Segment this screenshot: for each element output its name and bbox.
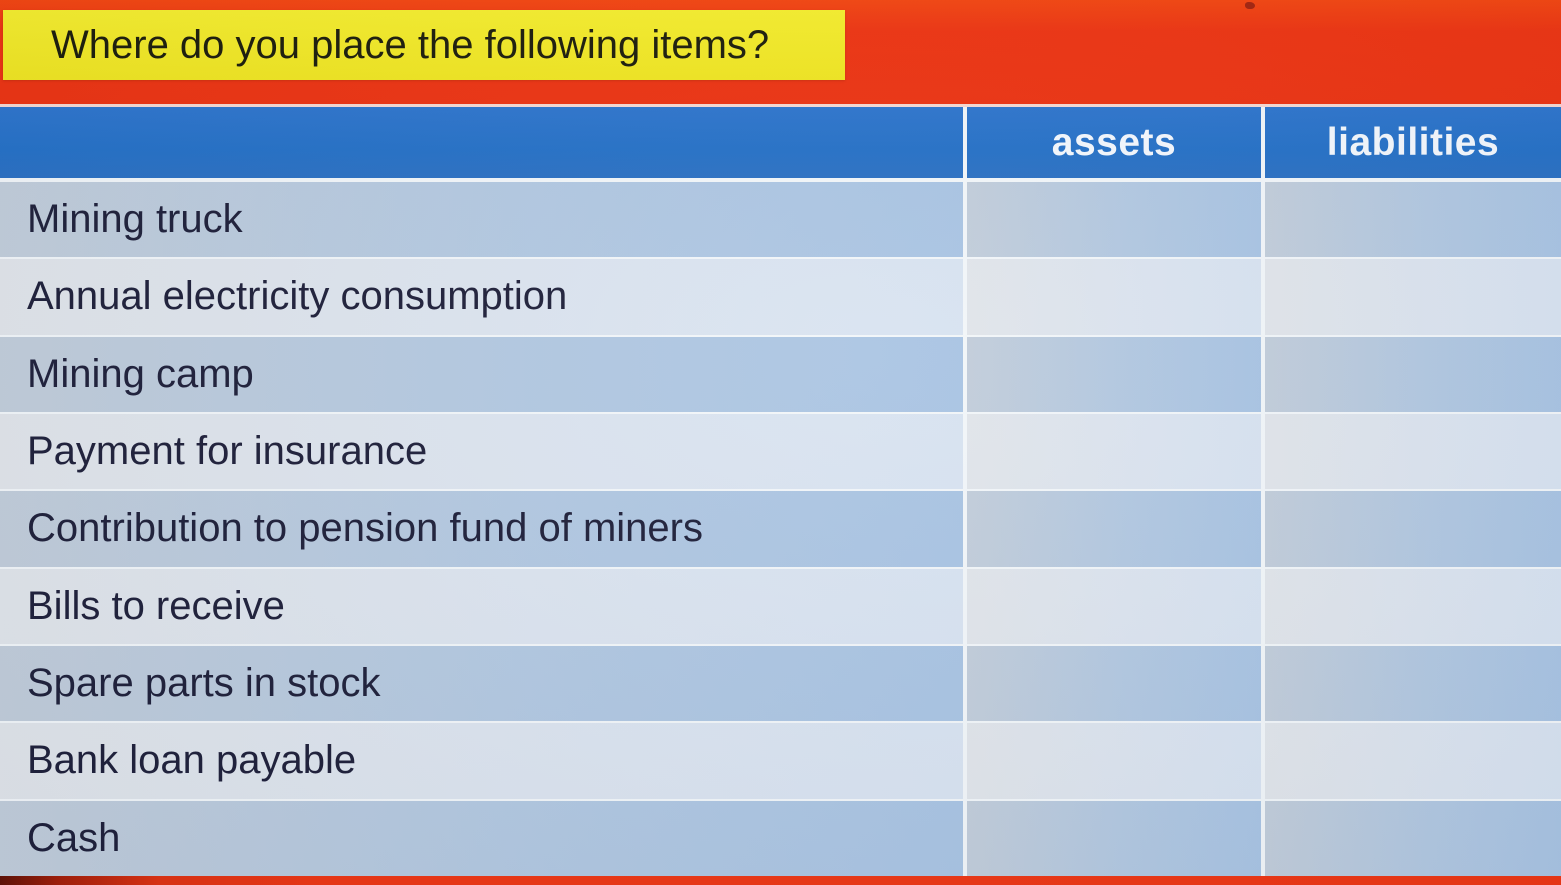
liabilities-answer-cell[interactable] [1265,568,1561,644]
assets-answer-cell[interactable] [967,800,1261,876]
classification-table: assets liabilities Mining truck Annual e… [0,107,1561,876]
table-row: Annual electricity consumption [0,259,1561,335]
item-cell: Mining camp [0,336,963,412]
header-cell-liabilities: liabilities [1265,107,1561,178]
assets-answer-cell[interactable] [967,723,1261,799]
table-row: Contribution to pension fund of miners [0,491,1561,567]
header-cell-assets: assets [967,107,1261,178]
header-label-liabilities: liabilities [1326,120,1500,164]
liabilities-answer-cell[interactable] [1265,259,1561,335]
row-item-label: Payment for insurance [27,429,428,474]
item-cell: Payment for insurance [0,414,963,490]
row-item-label: Mining truck [27,197,243,242]
header-cell-items [0,107,963,178]
liabilities-answer-cell[interactable] [1265,336,1561,412]
table-row: Spare parts in stock [0,646,1561,722]
item-cell: Mining truck [0,182,963,258]
row-item-label: Cash [27,815,121,860]
liabilities-answer-cell[interactable] [1265,182,1561,258]
row-item-label: Contribution to pension fund of miners [27,506,703,551]
item-cell: Bank loan payable [0,723,963,799]
table-row: Mining camp [0,336,1561,412]
title-banner: Where do you place the following items? [0,0,1561,107]
assets-answer-cell[interactable] [967,491,1261,567]
row-item-label: Spare parts in stock [27,661,381,706]
item-cell: Contribution to pension fund of miners [0,491,963,567]
row-item-label: Mining camp [27,351,254,396]
assets-answer-cell[interactable] [967,646,1261,722]
table-header-row: assets liabilities [0,107,1561,178]
item-cell: Annual electricity consumption [0,259,963,335]
row-item-label: Annual electricity consumption [27,274,568,319]
photo-artifact-dot [1245,2,1255,9]
liabilities-answer-cell[interactable] [1265,646,1561,722]
assets-answer-cell[interactable] [967,182,1261,258]
bottom-accent-bar [0,876,1561,885]
table-row: Bank loan payable [0,723,1561,799]
item-cell: Bills to receive [0,568,963,644]
liabilities-answer-cell[interactable] [1265,723,1561,799]
liabilities-answer-cell[interactable] [1265,800,1561,876]
table-row: Cash [0,800,1561,876]
liabilities-answer-cell[interactable] [1265,491,1561,567]
page-title: Where do you place the following items? [51,22,770,67]
header-label-assets: assets [1051,120,1177,164]
item-cell: Cash [0,800,963,876]
liabilities-answer-cell[interactable] [1265,414,1561,490]
assets-answer-cell[interactable] [967,568,1261,644]
row-item-label: Bills to receive [27,583,285,628]
assets-answer-cell[interactable] [967,414,1261,490]
table-body: Mining truck Annual electricity consumpt… [0,182,1561,876]
table-row: Payment for insurance [0,414,1561,490]
title-highlight-box: Where do you place the following items? [3,10,845,80]
row-item-label: Bank loan payable [27,738,357,783]
table-row: Bills to receive [0,568,1561,644]
table-row: Mining truck [0,182,1561,258]
assets-answer-cell[interactable] [967,259,1261,335]
item-cell: Spare parts in stock [0,646,963,722]
assets-answer-cell[interactable] [967,336,1261,412]
